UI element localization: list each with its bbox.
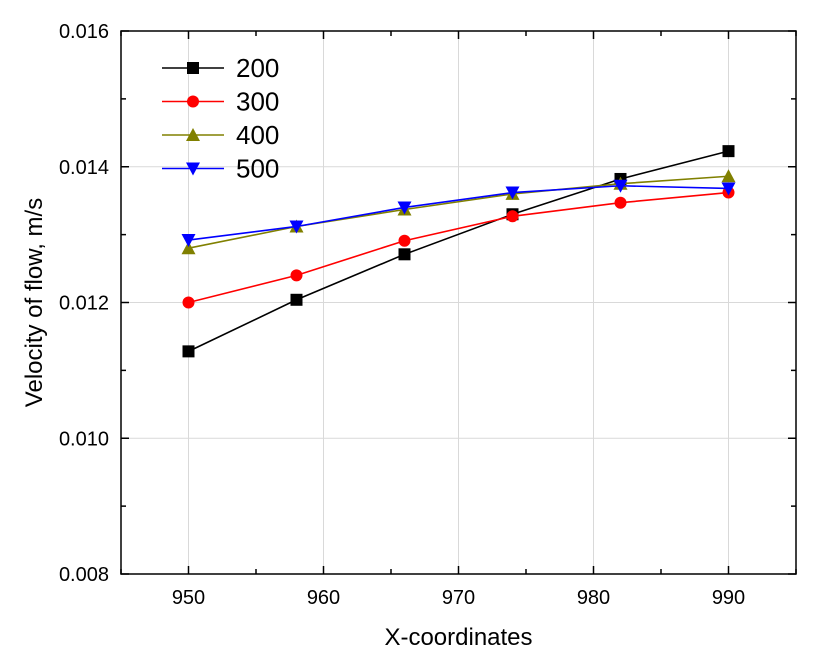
data-point-300 xyxy=(182,296,195,309)
axis-ticks xyxy=(120,30,797,575)
legend-marker xyxy=(186,128,200,141)
series-group xyxy=(181,145,736,358)
data-point-200 xyxy=(182,345,195,358)
legend-item-500: 500 xyxy=(162,154,279,184)
data-point-500 xyxy=(721,182,736,196)
grid-lines xyxy=(121,30,796,575)
legend-item-400: 400 xyxy=(162,120,279,150)
series-500 xyxy=(181,179,736,248)
legend-item-300: 300 xyxy=(162,87,279,117)
series-line-500 xyxy=(188,184,729,241)
data-point-500 xyxy=(397,201,412,215)
x-tick-label: 950 xyxy=(172,587,205,609)
data-point-400 xyxy=(181,241,196,255)
x-tick-label: 980 xyxy=(577,587,610,609)
data-point-300 xyxy=(506,210,519,223)
data-point-500 xyxy=(613,179,628,193)
data-point-200 xyxy=(290,293,303,306)
data-point-300 xyxy=(398,234,411,247)
legend-item-200: 200 xyxy=(162,53,279,83)
legend-marker xyxy=(187,62,199,74)
data-point-300 xyxy=(614,196,627,209)
legend-marker xyxy=(187,95,199,108)
series-line-400 xyxy=(188,175,729,249)
y-tick-label: 0.008 xyxy=(59,564,109,586)
y-tick-label: 0.010 xyxy=(59,428,109,450)
series-line-200 xyxy=(188,150,729,353)
y-tick-label: 0.016 xyxy=(59,21,109,43)
y-axis-title: Velocity of flow, m/s xyxy=(21,198,48,407)
y-tick-label: 0.012 xyxy=(59,293,109,315)
data-point-200 xyxy=(722,145,735,158)
x-tick-label: 990 xyxy=(712,587,745,609)
data-point-500 xyxy=(181,234,196,248)
series-line-300 xyxy=(188,191,729,304)
data-point-500 xyxy=(505,186,520,200)
legend-label: 300 xyxy=(236,87,279,117)
y-tick-label: 0.014 xyxy=(59,157,109,179)
legend-label: 200 xyxy=(236,53,279,83)
data-point-400 xyxy=(721,169,736,183)
legend-marker xyxy=(186,162,200,176)
x-axis-title: X-coordinates xyxy=(384,624,532,651)
legend-label: 500 xyxy=(236,154,279,184)
tick-labels: 950 960 970 980 990 0.008 0.010 0.012 0.014 0.016 xyxy=(59,21,745,609)
x-tick-label: 970 xyxy=(442,587,475,609)
legend-label: 400 xyxy=(236,120,279,150)
data-point-200 xyxy=(398,248,411,261)
x-tick-label: 960 xyxy=(307,587,340,609)
data-point-500 xyxy=(289,220,304,234)
data-point-300 xyxy=(290,269,303,282)
